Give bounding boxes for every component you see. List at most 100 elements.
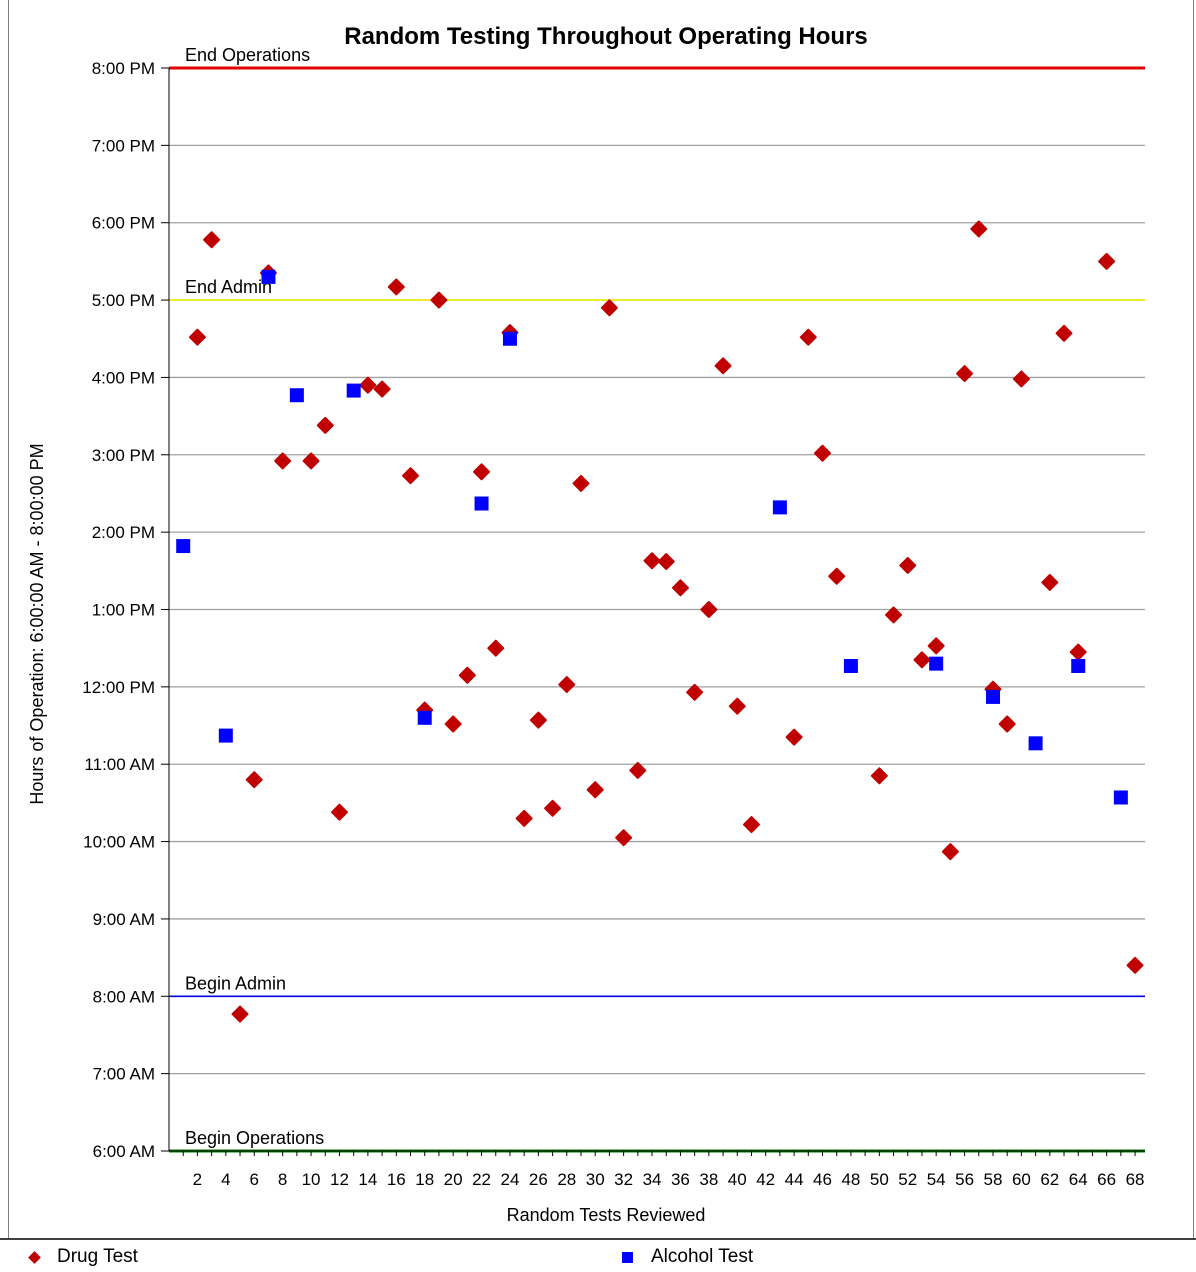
alcohol-test-point: [843, 658, 858, 673]
drug-test-point: [629, 761, 647, 779]
legend-label-drug-test: Drug Test: [57, 1246, 138, 1267]
y-tick-label: 5:00 PM: [92, 291, 155, 310]
reference-line-label: End Operations: [185, 45, 310, 65]
x-tick-label: 62: [1040, 1170, 1059, 1189]
gridlines: [169, 67, 1145, 1152]
drug-test-point: [714, 357, 732, 375]
drug-test-point: [814, 444, 832, 462]
x-tick-label: 20: [444, 1170, 463, 1189]
x-tick-label: 66: [1097, 1170, 1116, 1189]
alcohol-test-point: [346, 383, 361, 398]
drug-test-point: [970, 220, 988, 238]
drug-test-point: [870, 767, 888, 785]
drug-test-point: [487, 639, 505, 657]
drug-test-point: [998, 715, 1016, 733]
legend-item-alcohol-test: Alcohol Test: [622, 1246, 753, 1268]
x-tick-label: 18: [415, 1170, 434, 1189]
reference-line-label: Begin Admin: [185, 973, 286, 993]
x-tick-label: 16: [387, 1170, 406, 1189]
drug-test-point: [231, 1005, 249, 1023]
drug-test-point: [913, 651, 931, 669]
drug-test-point: [188, 328, 206, 346]
alcohol-test-point: [772, 500, 787, 515]
drug-test-point: [643, 552, 661, 570]
x-tick-label: 24: [500, 1170, 519, 1189]
y-tick-label: 2:00 PM: [92, 523, 155, 542]
drug-test-point: [572, 474, 590, 492]
reference-line-label: Begin Operations: [185, 1128, 324, 1148]
y-tick-label: 10:00 AM: [83, 833, 155, 852]
y-tick-label: 9:00 AM: [93, 910, 155, 929]
drug-test-point: [316, 416, 334, 434]
drug-test-point: [1041, 573, 1059, 591]
alcohol-test-point: [176, 539, 191, 554]
x-tick-label: 42: [756, 1170, 775, 1189]
x-tick-label: 44: [785, 1170, 804, 1189]
drug-test-point: [885, 606, 903, 624]
drug-test-point: [444, 715, 462, 733]
x-tick-label: 22: [472, 1170, 491, 1189]
drug-test-point: [529, 711, 547, 729]
x-axis-label: Random Tests Reviewed: [507, 1205, 706, 1225]
x-tick-label: 26: [529, 1170, 548, 1189]
drug-test-point: [373, 380, 391, 398]
drug-test-point: [941, 843, 959, 861]
alcohol-test-point: [985, 689, 1000, 704]
drug-test-point: [686, 683, 704, 701]
alcohol-test-point: [417, 710, 432, 725]
alcohol-test-point: [218, 728, 233, 743]
alcohol-test-point: [929, 656, 944, 671]
drug-test-point: [1098, 252, 1116, 270]
x-tick-label: 48: [841, 1170, 860, 1189]
drug-test-point: [828, 567, 846, 585]
drug-test-point: [799, 328, 817, 346]
drug-test-point: [899, 556, 917, 574]
drug-test-point: [430, 291, 448, 309]
alcohol-test-marker-icon: [622, 1251, 633, 1263]
x-tick-label: 2: [193, 1170, 202, 1189]
alcohol-test-point: [502, 331, 517, 346]
alcohol-test-point: [1028, 736, 1043, 751]
drug-test-point: [203, 231, 221, 249]
chart-frame: Random Testing Throughout Operating Hour…: [8, 0, 1194, 1238]
drug-test-point: [402, 467, 420, 485]
x-tick-label: 58: [984, 1170, 1003, 1189]
x-tick-label: 60: [1012, 1170, 1031, 1189]
drug-test-point: [600, 299, 618, 317]
drug-test-point: [742, 816, 760, 834]
alcohol-test-point: [1113, 790, 1128, 805]
drug-test-point: [657, 553, 675, 571]
legend-item-drug-test: Drug Test: [28, 1246, 138, 1268]
y-tick-label: 1:00 PM: [92, 601, 155, 620]
x-tick-label: 40: [728, 1170, 747, 1189]
y-tick-label: 8:00 PM: [92, 59, 155, 78]
drug-test-point: [330, 803, 348, 821]
x-tick-label: 68: [1126, 1170, 1145, 1189]
drug-test-point: [544, 799, 562, 817]
x-tick-label: 30: [586, 1170, 605, 1189]
x-tick-label: 10: [302, 1170, 321, 1189]
y-tick-label: 7:00 AM: [93, 1065, 155, 1084]
y-tick-label: 12:00 PM: [82, 678, 155, 697]
y-axis-label: Hours of Operation: 6:00:00 AM - 8:00:00…: [27, 443, 47, 804]
drug-test-point: [615, 829, 633, 847]
drug-test-point: [1126, 956, 1144, 974]
reference-line-label: End Admin: [185, 277, 272, 297]
y-tick-label: 6:00 PM: [92, 214, 155, 233]
x-tick-label: 14: [358, 1170, 377, 1189]
drug-test-point: [700, 601, 718, 618]
y-tick-label: 4:00 PM: [92, 368, 155, 387]
x-tick-label: 52: [898, 1170, 917, 1189]
drug-test-point: [1069, 643, 1087, 661]
y-tick-label: 7:00 PM: [92, 136, 155, 155]
alcohol-test-point: [261, 269, 276, 284]
x-tick-label: 12: [330, 1170, 349, 1189]
drug-test-point: [245, 771, 263, 789]
drug-test-point: [785, 728, 803, 746]
drug-test-point: [956, 365, 974, 383]
drug-test-point: [302, 452, 320, 470]
y-tick-label: 6:00 AM: [93, 1142, 155, 1161]
x-tick-label: 38: [699, 1170, 718, 1189]
data-points: [176, 220, 1144, 1023]
alcohol-test-point: [474, 496, 489, 511]
